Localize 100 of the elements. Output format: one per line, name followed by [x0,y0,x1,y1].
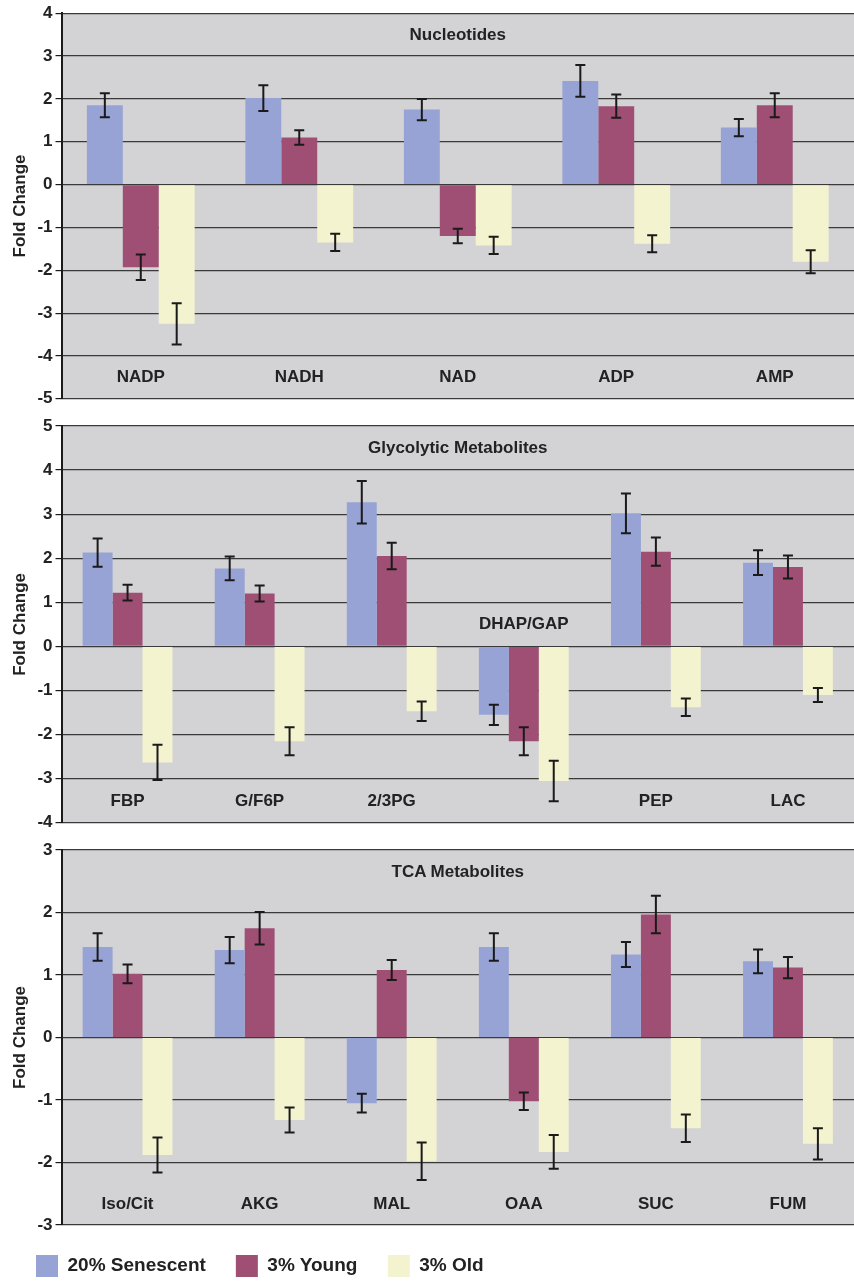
x-tick-label: PEP [638,791,673,811]
bar [142,1038,173,1155]
bar [406,1038,437,1162]
y-tick-label: 2 [43,902,53,922]
bar [244,593,275,646]
bar [158,185,195,324]
x-tick-label: NAD [439,367,477,387]
bar [640,914,671,1037]
y-tick-label: -4 [37,812,54,832]
text: Nucleotides [409,24,506,44]
x-tick-label: FBP [110,791,145,811]
y-tick-label: 3 [43,503,53,523]
y-axis-title: Fold Change [9,986,29,1089]
y-tick-label: 0 [43,1027,53,1047]
y-tick-label: -3 [37,1214,53,1234]
bar [743,562,773,646]
y-tick-label: -2 [37,1152,53,1172]
x-tick-label: MAL [373,1193,411,1213]
bar [281,137,318,184]
bar [112,973,143,1037]
y-axis-title: Fold Change [9,572,29,676]
x-tick-label: AMP [755,367,794,387]
bar [478,946,509,1037]
bar [86,105,123,184]
bar [508,647,539,742]
bar [610,954,641,1037]
y-tick-label: -3 [37,302,53,322]
y-tick-label: -1 [37,1089,53,1109]
bar [317,185,354,243]
bar [376,556,407,646]
y-tick-label: -2 [37,259,53,279]
bar [670,647,701,708]
bar [403,109,440,184]
bar [274,1038,305,1120]
bar [274,647,305,742]
y-tick-label: -3 [37,768,53,788]
y-tick-label: 0 [43,636,53,656]
x-tick-label: NADH [274,367,324,387]
bar [802,1038,833,1144]
bar [640,551,671,646]
bar [142,647,173,763]
bar [376,970,407,1037]
x-tick-label: SUC [637,1193,674,1213]
y-axis-title: Fold Change [9,154,29,258]
bar [538,647,569,781]
text: TCA Metabolites [391,861,525,881]
x-tick-label: Iso/Cit [101,1193,154,1213]
y-tick-label: 0 [43,174,53,194]
bar [743,961,773,1037]
y-tick-label: 5 [43,415,53,435]
bar [802,647,833,695]
y-tick-label: 1 [43,131,53,151]
y-tick-label: 2 [43,88,53,108]
y-tick-label: 4 [43,459,54,479]
bar [478,647,509,715]
bar [475,185,512,246]
bar [112,592,143,646]
bar [634,185,671,244]
bar [245,98,282,184]
y-tick-label: 2 [43,547,53,567]
x-tick-label: FUM [769,1193,807,1213]
bar [214,568,245,646]
bar [772,567,803,646]
text: Glycolytic Metabolites [368,437,548,457]
bar [598,106,635,184]
bar [82,946,113,1037]
x-tick-label: 2/3PG [367,791,416,811]
bar [756,105,793,184]
bar [439,185,476,236]
y-tick-label: -1 [37,680,53,700]
legend-label: 3% Old [419,1254,484,1276]
bar [670,1038,701,1129]
x-tick-label: G/F6P [235,791,285,811]
y-tick-label: 3 [43,839,53,859]
bar [720,127,757,184]
bar [214,950,245,1037]
y-tick-label: -5 [37,388,53,408]
bar [562,80,599,184]
x-tick-label: OAA [504,1193,543,1213]
bar [346,502,377,646]
bar [792,185,829,262]
bar [406,647,437,712]
legend-label: 3% Young [267,1254,358,1276]
x-tick-label: NADP [116,367,165,387]
y-tick-label: 1 [43,964,53,984]
bar [122,185,159,268]
bar [244,928,275,1037]
bar [82,552,113,646]
bar [538,1038,569,1152]
bar [508,1038,539,1102]
x-tick-label: DHAP/GAP [478,614,569,634]
y-tick-label: -4 [37,345,54,365]
bar [772,967,803,1037]
y-tick-label: -1 [37,217,53,237]
bar [346,1038,377,1104]
x-tick-label: LAC [770,791,806,811]
x-tick-label: ADP [598,367,635,387]
y-tick-label: 3 [43,45,53,65]
legend-label: 20% Senescent [67,1254,207,1276]
bar [610,513,641,646]
